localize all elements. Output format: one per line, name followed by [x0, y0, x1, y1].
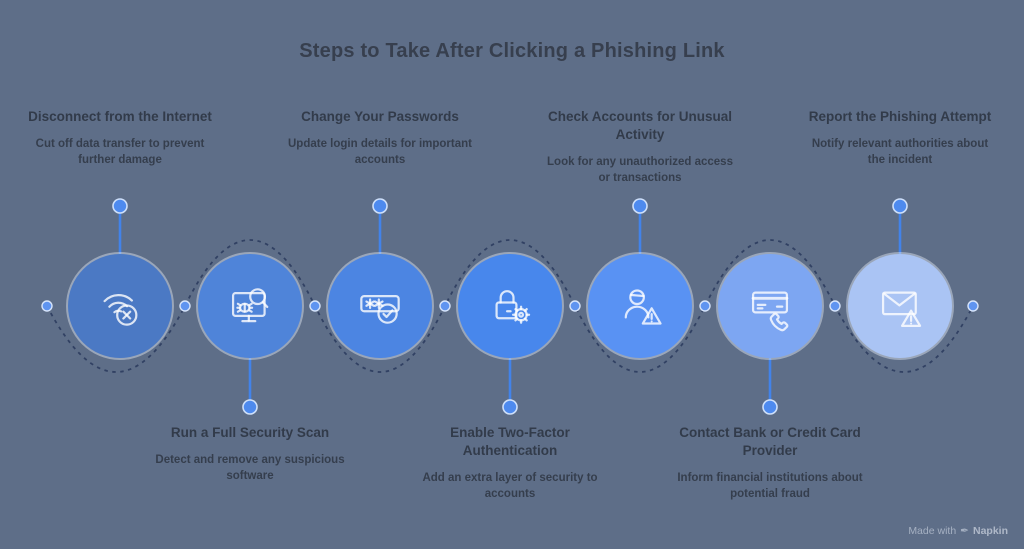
- step-circle-4: [458, 254, 562, 358]
- watermark-prefix: Made with: [908, 525, 957, 537]
- step-label-6: Contact Bank or Credit Card Provider Inf…: [675, 424, 865, 503]
- step-label-4: Enable Two-Factor Authentication Add an …: [415, 424, 605, 503]
- step-description: Inform financial institutions about pote…: [677, 471, 863, 501]
- watermark-brand: Napkin: [972, 525, 1008, 537]
- step-description: Look for any unauthorized access or tran…: [547, 155, 733, 185]
- flow-node-dot: [699, 300, 711, 312]
- napkin-logo-icon: ✒: [960, 525, 969, 537]
- password-check-icon: [360, 294, 400, 324]
- connector-dot: [502, 399, 518, 415]
- flow-node-dot: [829, 300, 841, 312]
- flow-node-dot: [967, 300, 979, 312]
- step-label-5: Check Accounts for Unusual Activity Look…: [545, 108, 735, 187]
- step-circle-2: [198, 254, 302, 358]
- step-label-2: Run a Full Security Scan Detect and remo…: [155, 424, 345, 485]
- watermark: Made with ✒ Napkin: [908, 525, 1008, 537]
- step-title: Run a Full Security Scan: [170, 425, 330, 440]
- flow-node-dot: [439, 300, 451, 312]
- flow-wave-path: [46, 239, 974, 373]
- connector-dot: [372, 198, 388, 214]
- step-label-1: Disconnect from the Internet Cut off dat…: [25, 108, 215, 169]
- step-connectors: [112, 198, 908, 415]
- mail-alert-icon: [881, 291, 922, 327]
- step-title: Check Accounts for Unusual Activity: [547, 109, 733, 142]
- connector-dot: [762, 399, 778, 415]
- step-circle-6: [718, 254, 822, 358]
- flow-node-dots: [41, 300, 979, 312]
- connector-dot: [242, 399, 258, 415]
- flow-node-dot: [41, 300, 53, 312]
- flow-node-dot: [179, 300, 191, 312]
- step-title: Report the Phishing Attempt: [808, 109, 992, 124]
- step-description: Update login details for important accou…: [287, 137, 472, 167]
- lock-gear-icon: [495, 290, 531, 324]
- flow-node-dot: [309, 300, 321, 312]
- step-circle-7: [848, 254, 952, 358]
- step-circle-5: [588, 254, 692, 358]
- step-title: Enable Two-Factor Authentication: [450, 425, 570, 458]
- step-circle-1: [68, 254, 172, 358]
- wifi-off-icon: [103, 294, 138, 326]
- step-circle-3: [328, 254, 432, 358]
- card-phone-icon: [751, 291, 789, 332]
- step-description: Detect and remove any suspicious softwar…: [155, 453, 345, 483]
- step-title: Change Your Passwords: [301, 109, 459, 124]
- connector-dot: [892, 198, 908, 214]
- step-description: Notify relevant authorities about the in…: [811, 137, 989, 167]
- connector-dot: [112, 198, 128, 214]
- step-label-3: Change Your Passwords Update login detai…: [285, 108, 475, 169]
- step-label-7: Report the Phishing Attempt Notify relev…: [805, 108, 995, 169]
- step-description: Cut off data transfer to prevent further…: [35, 137, 205, 167]
- connector-dot: [632, 198, 648, 214]
- flow-node-dot: [569, 300, 581, 312]
- step-description: Add an extra layer of security to accoun…: [422, 471, 598, 501]
- step-title: Disconnect from the Internet: [28, 109, 212, 124]
- step-title: Contact Bank or Credit Card Provider: [679, 425, 861, 458]
- user-alert-icon: [624, 289, 662, 325]
- malware-scan-icon: [231, 288, 269, 323]
- page-title: Steps to Take After Clicking a Phishing …: [299, 40, 725, 62]
